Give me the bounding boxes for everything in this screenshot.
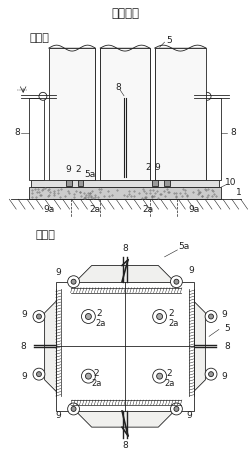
Text: 9: 9 (21, 310, 27, 319)
Text: 5a: 5a (179, 242, 190, 251)
Bar (29, 187, 221, 199)
Text: 5a: 5a (85, 170, 96, 179)
Text: （Ｂ）: （Ｂ） (36, 230, 56, 240)
Text: 2a: 2a (90, 205, 101, 213)
Bar (155, 48, 206, 180)
Text: 8: 8 (230, 128, 236, 137)
Text: 2a: 2a (95, 319, 106, 328)
Text: 2: 2 (145, 163, 150, 172)
Circle shape (36, 314, 42, 319)
Text: 9: 9 (221, 372, 227, 381)
Text: 9: 9 (155, 163, 160, 172)
Text: 2: 2 (76, 165, 81, 174)
Polygon shape (44, 266, 205, 427)
Circle shape (174, 406, 179, 411)
Bar (206, 98, 221, 180)
Circle shape (33, 311, 45, 323)
Bar (152, 180, 158, 186)
Text: 8: 8 (122, 244, 128, 254)
Circle shape (68, 276, 80, 288)
Circle shape (71, 406, 76, 411)
Text: 10: 10 (225, 178, 236, 187)
Text: 2a: 2a (142, 205, 153, 213)
Circle shape (170, 276, 182, 288)
Text: 9: 9 (66, 165, 71, 174)
Bar (29, 98, 44, 180)
Text: 2: 2 (167, 368, 172, 378)
Text: （Ａ）: （Ａ） (29, 33, 49, 43)
Circle shape (39, 92, 47, 100)
Bar (78, 180, 84, 186)
Text: 9: 9 (221, 310, 227, 319)
Circle shape (82, 310, 95, 324)
Text: 9: 9 (188, 266, 194, 275)
Text: 9: 9 (56, 268, 62, 277)
Circle shape (208, 372, 214, 377)
Circle shape (205, 368, 217, 380)
Text: 8: 8 (122, 441, 128, 450)
Bar (100, 48, 150, 180)
Bar (49, 48, 95, 180)
Text: 2: 2 (169, 309, 174, 318)
Circle shape (82, 369, 95, 383)
Circle shape (203, 92, 211, 100)
Circle shape (205, 311, 217, 323)
Text: 8: 8 (20, 342, 26, 351)
Circle shape (170, 403, 182, 415)
Text: 9: 9 (56, 411, 62, 420)
Circle shape (33, 368, 45, 380)
Text: 5: 5 (224, 324, 230, 333)
Text: 8: 8 (224, 342, 230, 351)
Text: 2a: 2a (164, 379, 175, 388)
Text: 2: 2 (94, 368, 99, 378)
Bar (31, 180, 219, 187)
Circle shape (157, 313, 162, 319)
Circle shape (153, 369, 166, 383)
Text: 9a: 9a (188, 205, 200, 213)
Circle shape (68, 403, 80, 415)
Text: 8: 8 (115, 84, 121, 92)
Text: 9: 9 (186, 411, 192, 420)
Circle shape (157, 373, 162, 379)
Circle shape (208, 314, 214, 319)
Text: 8: 8 (14, 128, 20, 137)
Text: 2: 2 (96, 309, 102, 318)
Bar (56, 282, 194, 411)
Circle shape (86, 313, 91, 319)
Bar (164, 180, 170, 186)
Text: 2a: 2a (91, 379, 102, 388)
Text: 9: 9 (21, 372, 27, 381)
Circle shape (71, 279, 76, 284)
Circle shape (36, 372, 42, 377)
Text: 2a: 2a (168, 319, 179, 328)
Text: 5: 5 (166, 35, 172, 45)
Circle shape (86, 373, 91, 379)
Bar (66, 180, 71, 186)
Circle shape (174, 279, 179, 284)
Text: 1: 1 (236, 188, 242, 197)
Circle shape (153, 310, 166, 324)
Text: 【図２】: 【図２】 (111, 7, 139, 20)
Text: 9a: 9a (43, 205, 54, 213)
